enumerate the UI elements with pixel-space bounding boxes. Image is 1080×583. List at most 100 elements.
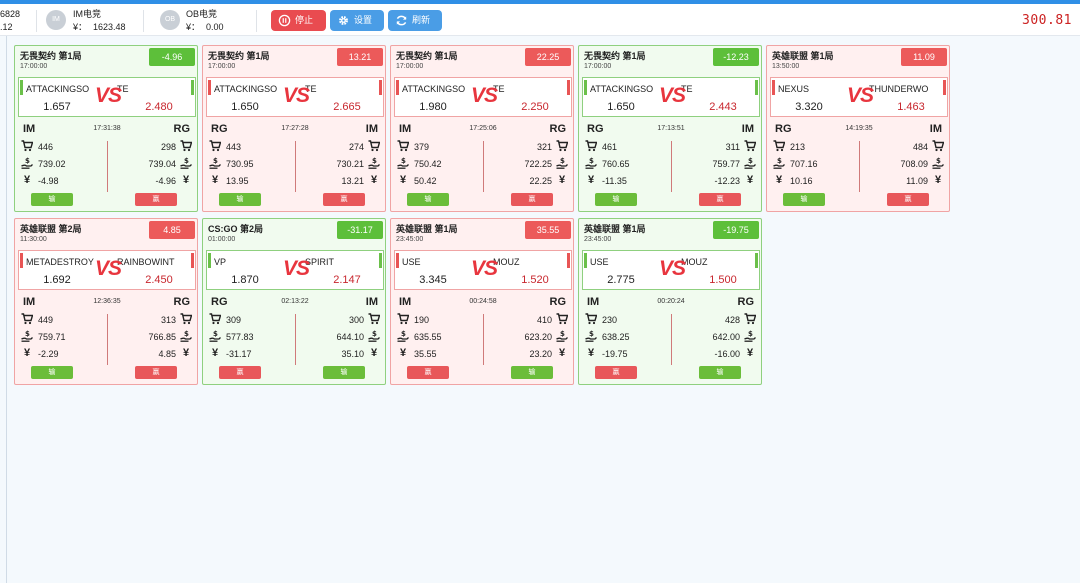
result-button-a[interactable]: 输 bbox=[783, 193, 825, 206]
cart-icon bbox=[21, 313, 33, 325]
pnl-row: ¥ 13.95 13.21 ¥ bbox=[203, 174, 387, 188]
bet-card[interactable]: 无畏契约 第1局 17:00:00 22.25 ATTACKINGSO TE 1… bbox=[390, 45, 574, 212]
yen-icon: ¥ bbox=[775, 174, 783, 186]
yen-icon: ¥ bbox=[558, 347, 566, 359]
team-b-name: MOUZ bbox=[493, 257, 520, 267]
game-title: 英雄联盟 第1局 bbox=[772, 51, 834, 61]
stop-button[interactable]: 停止 bbox=[271, 10, 326, 31]
yen-icon: ¥ bbox=[370, 347, 378, 359]
bet-card[interactable]: 英雄联盟 第1局 23:45:00 -19.75 USE MOUZ 2.775 … bbox=[578, 218, 762, 385]
match-box: USE MOUZ 2.775 1.500 VS bbox=[582, 250, 760, 290]
stake-b: 321 bbox=[536, 142, 552, 152]
stake-a: 443 bbox=[226, 142, 242, 152]
team-a-name: NEXUS bbox=[778, 84, 810, 94]
result-button-b[interactable]: 赢 bbox=[699, 193, 741, 206]
column-divider bbox=[671, 314, 672, 365]
result-button-a[interactable]: 赢 bbox=[407, 366, 449, 379]
refresh-label: 刷新 bbox=[412, 15, 431, 25]
svg-text:$: $ bbox=[589, 330, 594, 338]
platform-name: IM电竞 bbox=[73, 9, 101, 19]
result-button-b[interactable]: 赢 bbox=[887, 193, 929, 206]
bet-card[interactable]: CS:GO 第2局 01:00:00 -31.17 VP SPIRIT 1.87… bbox=[202, 218, 386, 385]
side-bar-left bbox=[396, 253, 399, 268]
match-box: ATTACKINGSO TE 1.650 2.665 VS bbox=[206, 77, 384, 117]
match-time: 01:00:00 bbox=[208, 236, 236, 243]
team-b-name: THUNDERWO bbox=[869, 84, 929, 94]
bet-time: 00:20:24 bbox=[657, 298, 685, 305]
pnl-b: -16.00 bbox=[714, 349, 740, 359]
bet-time: 17:31:38 bbox=[93, 125, 121, 132]
team-b-odds: 2.450 bbox=[145, 274, 173, 286]
result-button-a[interactable]: 输 bbox=[407, 193, 449, 206]
result-button-b[interactable]: 赢 bbox=[135, 193, 177, 206]
side-bar-left bbox=[584, 253, 587, 268]
svg-text:$: $ bbox=[372, 330, 377, 338]
money-hand-icon: $ bbox=[180, 330, 192, 342]
yen-icon: ¥ bbox=[746, 347, 754, 359]
result-button-b[interactable]: 输 bbox=[511, 366, 553, 379]
result-button-b[interactable]: 输 bbox=[699, 366, 741, 379]
stake-row: 213 484 bbox=[767, 140, 951, 154]
bet-card[interactable]: 无畏契约 第1局 17:00:00 -4.96 ATTACKINGSO TE 1… bbox=[14, 45, 198, 212]
stake-b: 274 bbox=[348, 142, 364, 152]
return-b: 708.09 bbox=[900, 159, 928, 169]
svg-text:$: $ bbox=[213, 157, 218, 165]
bet-card[interactable]: 无畏契约 第1局 17:00:00 13.21 ATTACKINGSO TE 1… bbox=[202, 45, 386, 212]
side-bar-right bbox=[755, 253, 758, 268]
result-button-b[interactable]: 赢 bbox=[323, 193, 365, 206]
settings-button[interactable]: 设置 bbox=[330, 10, 384, 31]
bet-card[interactable]: 英雄联盟 第2局 11:30:00 4.85 METADESTROY RAINB… bbox=[14, 218, 198, 385]
vs-icon: VS bbox=[847, 84, 874, 107]
team-b-name: TE bbox=[493, 84, 505, 94]
pnl-b: 11.09 bbox=[906, 176, 928, 186]
bet-card[interactable]: 无畏契约 第1局 17:00:00 -12.23 ATTACKINGSO TE … bbox=[578, 45, 762, 212]
vs-icon: VS bbox=[471, 257, 498, 280]
column-divider bbox=[859, 141, 860, 192]
svg-text:$: $ bbox=[589, 157, 594, 165]
match-box: METADESTROY RAINBOWINT 1.692 2.450 VS bbox=[18, 250, 196, 290]
money-hand-icon: $ bbox=[397, 157, 409, 169]
result-button-a[interactable]: 输 bbox=[31, 366, 73, 379]
total-profit: 300.81 bbox=[1022, 13, 1072, 28]
pnl-b: -4.96 bbox=[155, 176, 176, 186]
result-button-b[interactable]: 输 bbox=[323, 366, 365, 379]
money-hand-icon: $ bbox=[773, 157, 785, 169]
return-b: 623.20 bbox=[524, 332, 552, 342]
pnl-row: ¥ 10.16 11.09 ¥ bbox=[767, 174, 951, 188]
result-button-a[interactable]: 输 bbox=[31, 193, 73, 206]
svg-text:$: $ bbox=[777, 157, 782, 165]
result-button-b[interactable]: 赢 bbox=[135, 366, 177, 379]
team-b-name: TE bbox=[681, 84, 693, 94]
bet-card[interactable]: 英雄联盟 第1局 23:45:00 35.55 USE MOUZ 3.345 1… bbox=[390, 218, 574, 385]
pnl-row: ¥ -11.35 -12.23 ¥ bbox=[579, 174, 763, 188]
pnl-row: ¥ -4.98 -4.96 ¥ bbox=[15, 174, 199, 188]
result-button-b[interactable]: 赢 bbox=[511, 193, 553, 206]
stake-row: 309 300 bbox=[203, 313, 387, 327]
return-row: $ 638.25 642.00 $ bbox=[579, 330, 763, 344]
money-hand-icon: $ bbox=[209, 330, 221, 342]
money-hand-icon: $ bbox=[209, 157, 221, 169]
bet-card[interactable]: 英雄联盟 第1局 13:50:00 11.09 NEXUS THUNDERWO … bbox=[766, 45, 950, 212]
result-button-a[interactable]: 赢 bbox=[219, 366, 261, 379]
result-button-a[interactable]: 输 bbox=[219, 193, 261, 206]
team-b-odds: 2.480 bbox=[145, 101, 173, 113]
cart-icon bbox=[773, 140, 785, 152]
platform-b: IM bbox=[365, 123, 378, 135]
result-button-a[interactable]: 赢 bbox=[595, 366, 637, 379]
yen-icon: ¥ bbox=[182, 174, 190, 186]
stake-a: 461 bbox=[602, 142, 618, 152]
result-button-a[interactable]: 输 bbox=[595, 193, 637, 206]
platform-a: IM bbox=[23, 296, 36, 308]
money-hand-icon: $ bbox=[21, 330, 33, 342]
stake-b: 410 bbox=[536, 315, 552, 325]
gear-icon bbox=[339, 16, 348, 25]
yen-icon: ¥ bbox=[211, 347, 219, 359]
match-time: 17:00:00 bbox=[20, 63, 48, 70]
refresh-button[interactable]: 刷新 bbox=[388, 10, 442, 31]
yen-icon: ¥ bbox=[211, 174, 219, 186]
team-a-name: ATTACKINGSO bbox=[214, 84, 278, 94]
divider bbox=[36, 10, 37, 32]
yen-icon: ¥ bbox=[182, 347, 190, 359]
divider bbox=[143, 10, 144, 32]
column-divider bbox=[107, 141, 108, 192]
